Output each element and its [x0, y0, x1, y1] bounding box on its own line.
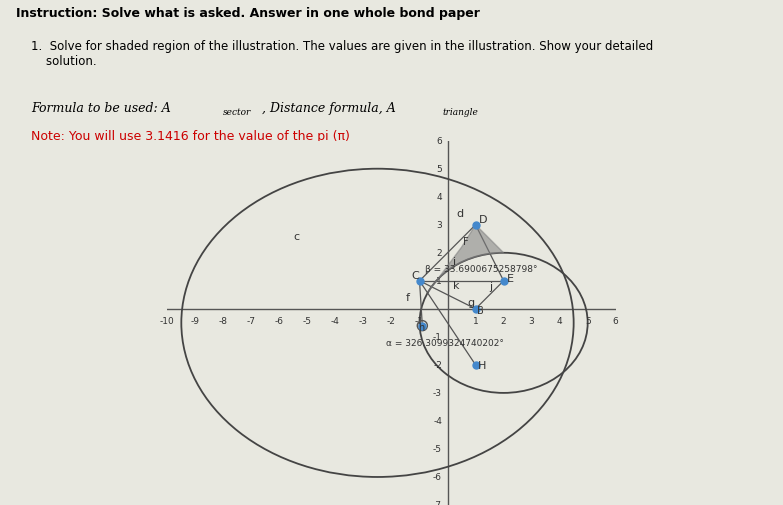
- Text: 4: 4: [436, 193, 442, 202]
- Text: D: D: [478, 215, 487, 225]
- Text: -5: -5: [303, 316, 312, 325]
- Text: g: g: [467, 297, 474, 307]
- Text: sector: sector: [223, 108, 251, 117]
- Text: 6: 6: [613, 316, 619, 325]
- Text: -7: -7: [433, 500, 442, 505]
- Text: -1: -1: [415, 316, 424, 325]
- Text: -4: -4: [433, 417, 442, 426]
- Text: -4: -4: [331, 316, 340, 325]
- Text: f: f: [406, 293, 410, 303]
- Text: 4: 4: [557, 316, 562, 325]
- Text: h: h: [418, 322, 424, 332]
- Text: 1: 1: [436, 277, 442, 286]
- Text: -3: -3: [433, 389, 442, 397]
- Text: -2: -2: [433, 361, 442, 370]
- Text: 1.  Solve for shaded region of the illustration. The values are given in the ill: 1. Solve for shaded region of the illust…: [31, 39, 654, 68]
- Text: β = 33.6900675258798°: β = 33.6900675258798°: [425, 265, 538, 273]
- Text: C: C: [411, 271, 419, 280]
- Text: -8: -8: [219, 316, 228, 325]
- Text: 2: 2: [501, 316, 507, 325]
- Text: i: i: [453, 257, 456, 267]
- Text: 3: 3: [529, 316, 535, 325]
- Text: -3: -3: [359, 316, 368, 325]
- Text: d: d: [456, 209, 463, 219]
- Text: E: E: [507, 273, 514, 283]
- Text: -9: -9: [191, 316, 200, 325]
- Text: -10: -10: [160, 316, 175, 325]
- Text: Formula to be used: A: Formula to be used: A: [31, 102, 171, 115]
- Text: c: c: [294, 231, 300, 241]
- Text: 2: 2: [436, 249, 442, 258]
- Text: j: j: [489, 282, 493, 291]
- Text: 5: 5: [436, 165, 442, 174]
- Text: -2: -2: [387, 316, 396, 325]
- Text: α = 326.3099324740202°: α = 326.3099324740202°: [386, 338, 503, 347]
- Text: -6: -6: [275, 316, 284, 325]
- Text: -7: -7: [247, 316, 256, 325]
- Text: Note: You will use 3.1416 for the value of the pi (π): Note: You will use 3.1416 for the value …: [31, 130, 350, 143]
- Text: -6: -6: [433, 473, 442, 482]
- Text: 6: 6: [436, 137, 442, 146]
- Text: H: H: [478, 360, 486, 370]
- Text: , Distance formula, A: , Distance formula, A: [262, 102, 396, 115]
- Text: k: k: [453, 280, 460, 290]
- Text: 1: 1: [473, 316, 478, 325]
- Text: -1: -1: [433, 333, 442, 342]
- Text: B: B: [477, 306, 484, 316]
- Text: Instruction: Solve what is asked. Answer in one whole bond paper: Instruction: Solve what is asked. Answer…: [16, 7, 479, 20]
- Text: triangle: triangle: [442, 108, 478, 117]
- Text: 5: 5: [585, 316, 590, 325]
- Text: 3: 3: [436, 221, 442, 230]
- Text: F: F: [463, 237, 468, 247]
- Text: -5: -5: [433, 444, 442, 453]
- Polygon shape: [428, 225, 503, 292]
